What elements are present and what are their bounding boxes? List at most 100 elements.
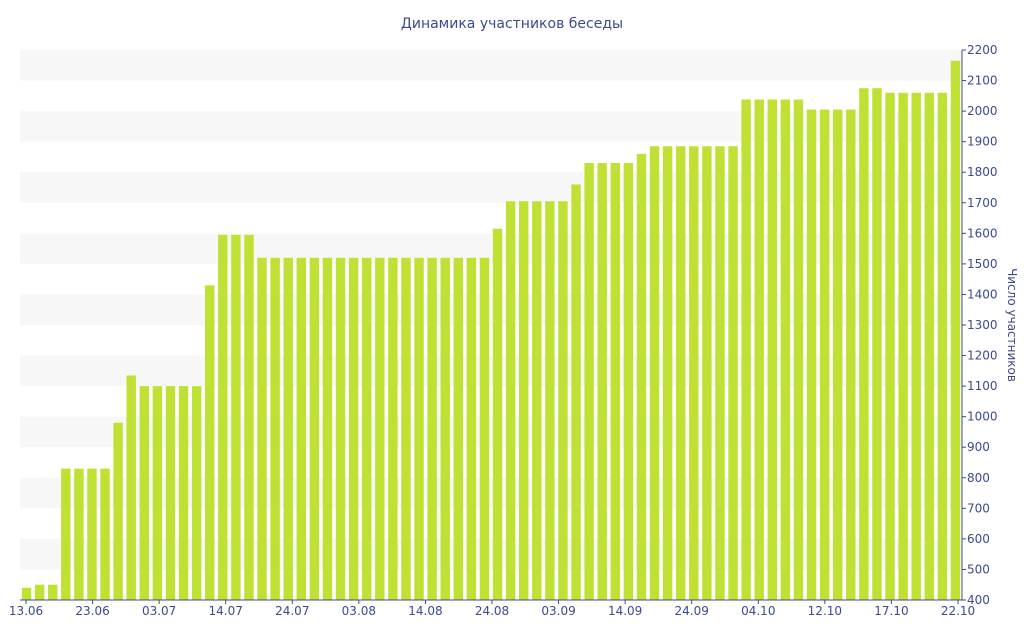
grid-band bbox=[20, 416, 962, 448]
y-tick-label: 1500 bbox=[967, 257, 998, 271]
bar bbox=[283, 257, 293, 600]
x-tick-label: 24.07 bbox=[275, 604, 309, 618]
bar bbox=[34, 584, 45, 600]
bar bbox=[676, 146, 686, 600]
x-axis: 13.06 23.06 03.07 14.07 24.07 03.08 14.08 24.08… bbox=[9, 599, 975, 618]
bar bbox=[440, 257, 450, 600]
bar bbox=[453, 257, 463, 600]
bar bbox=[296, 257, 306, 600]
bar bbox=[375, 257, 385, 600]
bar bbox=[519, 201, 529, 600]
bar bbox=[322, 257, 333, 600]
bar bbox=[178, 386, 189, 600]
bar bbox=[689, 146, 699, 600]
bar bbox=[806, 109, 817, 600]
x-tick-label: 03.07 bbox=[142, 604, 176, 618]
bar bbox=[846, 109, 856, 600]
x-tick-label: 12.10 bbox=[808, 604, 842, 618]
x-tick-label: 23.06 bbox=[75, 604, 109, 618]
bar bbox=[715, 146, 725, 600]
chart-title: Динамика участников беседы bbox=[401, 16, 623, 32]
x-tick-label: 22.10 bbox=[941, 604, 975, 618]
y-tick-label: 400 bbox=[967, 593, 990, 607]
grid-band bbox=[20, 50, 962, 81]
y-tick-label: 500 bbox=[967, 562, 990, 576]
bar bbox=[100, 468, 110, 600]
y-tick-label: 2000 bbox=[967, 104, 998, 118]
y-tick-label: 1100 bbox=[967, 379, 998, 393]
grid-band bbox=[20, 538, 962, 570]
bar bbox=[205, 285, 215, 600]
y-tick-label: 800 bbox=[967, 471, 990, 485]
bar bbox=[152, 386, 163, 600]
bar bbox=[937, 92, 948, 600]
bar bbox=[545, 201, 555, 600]
bar bbox=[87, 468, 97, 600]
bar bbox=[218, 234, 228, 601]
y-tick-label: 1400 bbox=[967, 287, 998, 301]
bar bbox=[597, 163, 607, 600]
bar bbox=[872, 88, 882, 600]
x-tick-label: 04.10 bbox=[741, 604, 775, 618]
bar bbox=[48, 584, 58, 600]
bar bbox=[61, 468, 71, 600]
y-tick-label: 2100 bbox=[967, 74, 998, 88]
y-tick-label: 600 bbox=[967, 532, 990, 546]
bar bbox=[231, 234, 241, 601]
y-tick-label: 2200 bbox=[967, 43, 998, 57]
bar bbox=[74, 468, 84, 600]
bar bbox=[362, 257, 372, 600]
bar bbox=[924, 92, 934, 600]
bar bbox=[911, 92, 921, 600]
y-tick-label: 700 bbox=[967, 501, 990, 515]
y-tick-label: 1800 bbox=[967, 165, 998, 179]
bar bbox=[898, 92, 908, 600]
grid-band bbox=[20, 477, 962, 509]
x-tick-label: 17.10 bbox=[874, 604, 908, 618]
x-tick-label: 03.09 bbox=[541, 604, 575, 618]
bar bbox=[649, 146, 660, 600]
bar bbox=[335, 257, 346, 600]
bar bbox=[571, 184, 581, 600]
x-tick-label: 24.08 bbox=[475, 604, 509, 618]
bar bbox=[257, 257, 267, 600]
bar bbox=[139, 386, 149, 600]
y-tick-label: 900 bbox=[967, 440, 990, 454]
y-tick-label: 1000 bbox=[967, 410, 998, 424]
bar bbox=[793, 99, 804, 600]
bar bbox=[780, 99, 791, 600]
bar bbox=[113, 422, 123, 600]
bar bbox=[270, 257, 280, 600]
bar bbox=[819, 109, 830, 600]
bar bbox=[702, 146, 712, 600]
bar bbox=[191, 386, 202, 600]
y-axis: 400 500 600 700 800 900 1000 1100 1200 1300 1400 15… bbox=[961, 43, 998, 607]
grid-band bbox=[20, 111, 962, 142]
bar bbox=[558, 201, 568, 600]
bar bbox=[833, 109, 843, 600]
x-tick-label: 14.09 bbox=[608, 604, 642, 618]
bar bbox=[885, 92, 895, 600]
grid-band bbox=[20, 294, 962, 325]
y-axis-label: Число участников bbox=[1005, 268, 1019, 382]
bar bbox=[728, 146, 738, 600]
grid-band bbox=[20, 355, 962, 387]
bar bbox=[950, 60, 961, 600]
bar bbox=[859, 88, 869, 600]
y-tick-label: 1600 bbox=[967, 226, 998, 240]
bar bbox=[492, 228, 503, 600]
bar bbox=[401, 257, 411, 600]
x-tick-label: 14.08 bbox=[408, 604, 442, 618]
bar bbox=[466, 257, 477, 600]
x-tick-label: 24.09 bbox=[675, 604, 709, 618]
bar bbox=[662, 146, 673, 600]
bar bbox=[636, 153, 647, 600]
bar bbox=[741, 99, 751, 600]
grid-band bbox=[20, 172, 962, 203]
grid-band bbox=[20, 233, 962, 264]
bar bbox=[244, 234, 254, 601]
bar bbox=[479, 257, 490, 600]
y-tick-label: 1900 bbox=[967, 135, 998, 149]
bar bbox=[505, 201, 516, 600]
